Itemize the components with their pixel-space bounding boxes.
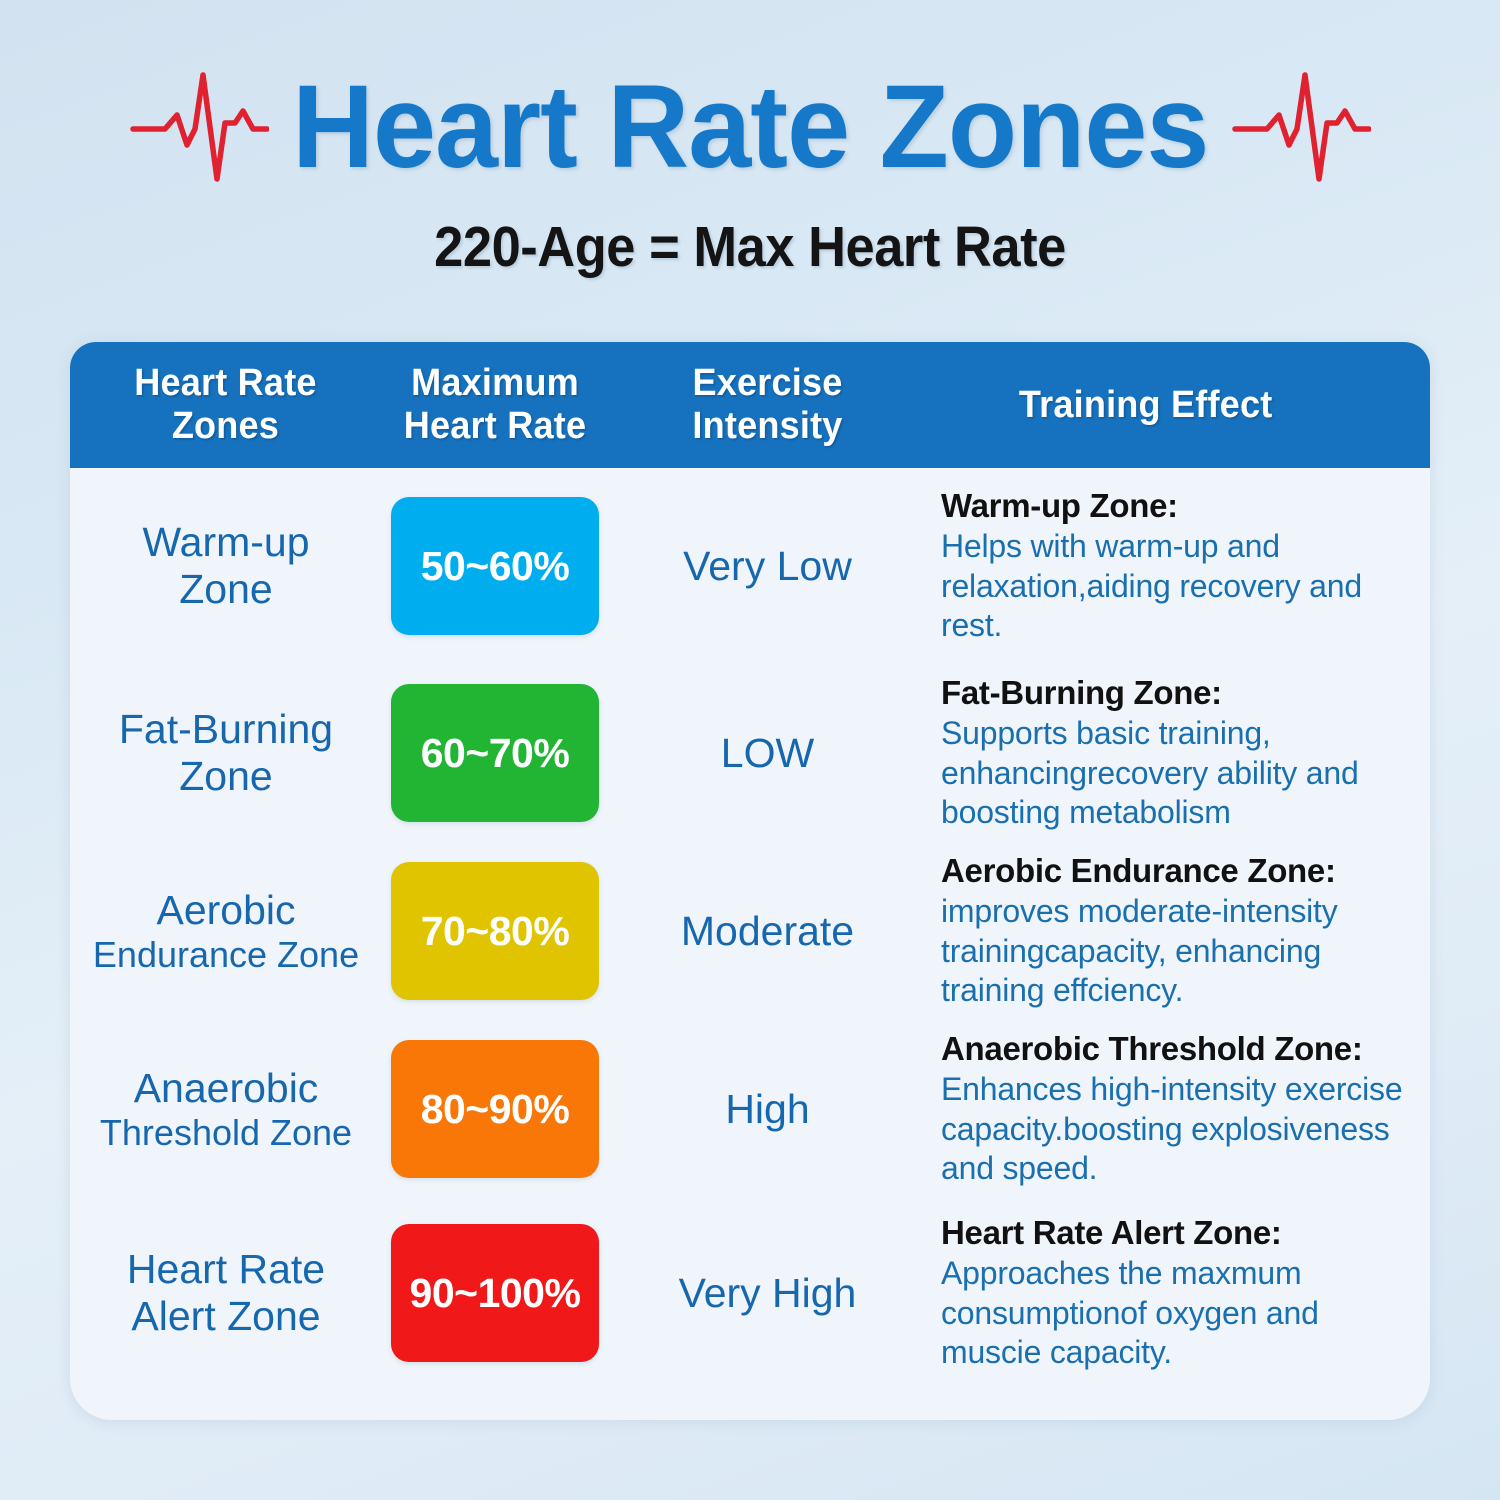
column-header-training-effect: Training Effect [918, 384, 1417, 427]
zone-name-line2: Endurance Zone [92, 933, 360, 975]
intensity-cell: Very High [678, 1269, 857, 1316]
table-row: Aerobic Endurance Zone 70~80% Moderate A… [70, 842, 1430, 1020]
max-heart-rate-cell: 80~90% [360, 1040, 630, 1178]
zone-name-line2: Zone [179, 566, 273, 612]
heart-rate-zones-table: Heart Rate Zones Maximum Heart Rate Exer… [70, 342, 1430, 1420]
training-effect-title: Aerobic Endurance Zone: [941, 852, 1336, 890]
training-effect-cell: Fat-Burning Zone: Supports basic trainin… [905, 673, 1430, 833]
column-header-zone-line2: Zones [171, 405, 280, 447]
training-effect-title: Fat-Burning Zone: [941, 674, 1222, 712]
column-header-exercise-intensity: Exercise Intensity [637, 362, 898, 447]
max-heart-rate-cell: 90~100% [360, 1224, 630, 1362]
max-heart-rate-cell: 50~60% [360, 497, 630, 635]
zone-name-line1: Heart Rate [126, 1246, 326, 1293]
percentage-badge: 70~80% [391, 862, 599, 1000]
training-effect-body: Enhances high-intensity exercise capacit… [941, 1070, 1403, 1187]
column-header-intensity-line2: Intensity [692, 405, 843, 447]
intensity-cell: High [725, 1085, 810, 1132]
table-body: Warm-up Zone 50~60% Very Low Warm-up Zon… [70, 468, 1430, 1388]
formula-subtitle: 220-Age = Max Heart Rate [434, 215, 1066, 279]
percentage-badge: 50~60% [391, 497, 599, 635]
training-effect-title: Warm-up Zone: [941, 487, 1178, 525]
training-effect-body: Helps with warm-up and relaxation,aiding… [941, 527, 1362, 644]
column-header-zone-line1: Heart Rate [134, 362, 317, 405]
zone-name-line2: Threshold Zone [99, 1111, 353, 1153]
training-effect-body: improves moderate-intensity trainingcapa… [941, 892, 1338, 1009]
training-effect-body: Supports basic training, enhancingrecove… [941, 714, 1359, 831]
max-heart-rate-cell: 60~70% [360, 684, 630, 822]
ecg-heartbeat-right-icon [1232, 72, 1372, 182]
zone-name-line1: Aerobic [156, 887, 296, 934]
zone-name-line2: Alert Zone [131, 1293, 321, 1339]
percentage-badge: 60~70% [391, 684, 599, 822]
training-effect-title: Heart Rate Alert Zone: [941, 1214, 1282, 1252]
table-row: Anaerobic Threshold Zone 80~90% High Ana… [70, 1020, 1430, 1198]
zone-name-line1: Anaerobic [133, 1065, 319, 1112]
zone-name-line2: Zone [179, 753, 273, 799]
ecg-heartbeat-left-icon [129, 72, 269, 182]
zone-name-cell: Aerobic Endurance Zone [70, 887, 360, 975]
intensity-cell: Moderate [680, 907, 855, 954]
zone-name-cell: Heart Rate Alert Zone [70, 1246, 360, 1339]
table-row: Fat-Burning Zone 60~70% LOW Fat-Burning … [70, 664, 1430, 842]
zone-name-cell: Fat-Burning Zone [70, 706, 360, 799]
training-effect-cell: Aerobic Endurance Zone: improves moderat… [905, 851, 1430, 1011]
training-effect-cell: Heart Rate Alert Zone: Approaches the ma… [905, 1213, 1430, 1373]
page-title: Heart Rate Zones [291, 61, 1209, 193]
zone-name-cell: Warm-up Zone [70, 519, 360, 612]
zone-name-line1: Fat-Burning [118, 706, 334, 753]
table-row: Heart Rate Alert Zone 90~100% Very High … [70, 1198, 1430, 1388]
training-effect-cell: Anaerobic Threshold Zone: Enhances high-… [905, 1029, 1430, 1189]
column-header-effect-line1: Training Effect [1018, 383, 1273, 426]
column-header-max-heart-rate: Maximum Heart Rate [367, 362, 624, 447]
column-header-max-line2: Heart Rate [403, 405, 587, 447]
percentage-badge: 80~90% [391, 1040, 599, 1178]
column-header-intensity-line1: Exercise [692, 362, 843, 405]
percentage-badge: 90~100% [391, 1224, 599, 1362]
training-effect-cell: Warm-up Zone: Helps with warm-up and rel… [905, 486, 1430, 646]
max-heart-rate-cell: 70~80% [360, 862, 630, 1000]
zone-name-line1: Warm-up [142, 519, 310, 566]
training-effect-title: Anaerobic Threshold Zone: [941, 1030, 1363, 1068]
table-header-row: Heart Rate Zones Maximum Heart Rate Exer… [70, 342, 1430, 468]
column-header-max-line1: Maximum [411, 362, 579, 405]
zone-name-cell: Anaerobic Threshold Zone [70, 1065, 360, 1153]
training-effect-body: Approaches the maxmum consumptionof oxyg… [941, 1254, 1319, 1371]
page-header: Heart Rate Zones [0, 62, 1500, 192]
table-row: Warm-up Zone 50~60% Very Low Warm-up Zon… [70, 468, 1430, 664]
intensity-cell: Very Low [683, 542, 852, 589]
intensity-cell: LOW [720, 729, 815, 776]
column-header-zone: Heart Rate Zones [77, 362, 353, 447]
